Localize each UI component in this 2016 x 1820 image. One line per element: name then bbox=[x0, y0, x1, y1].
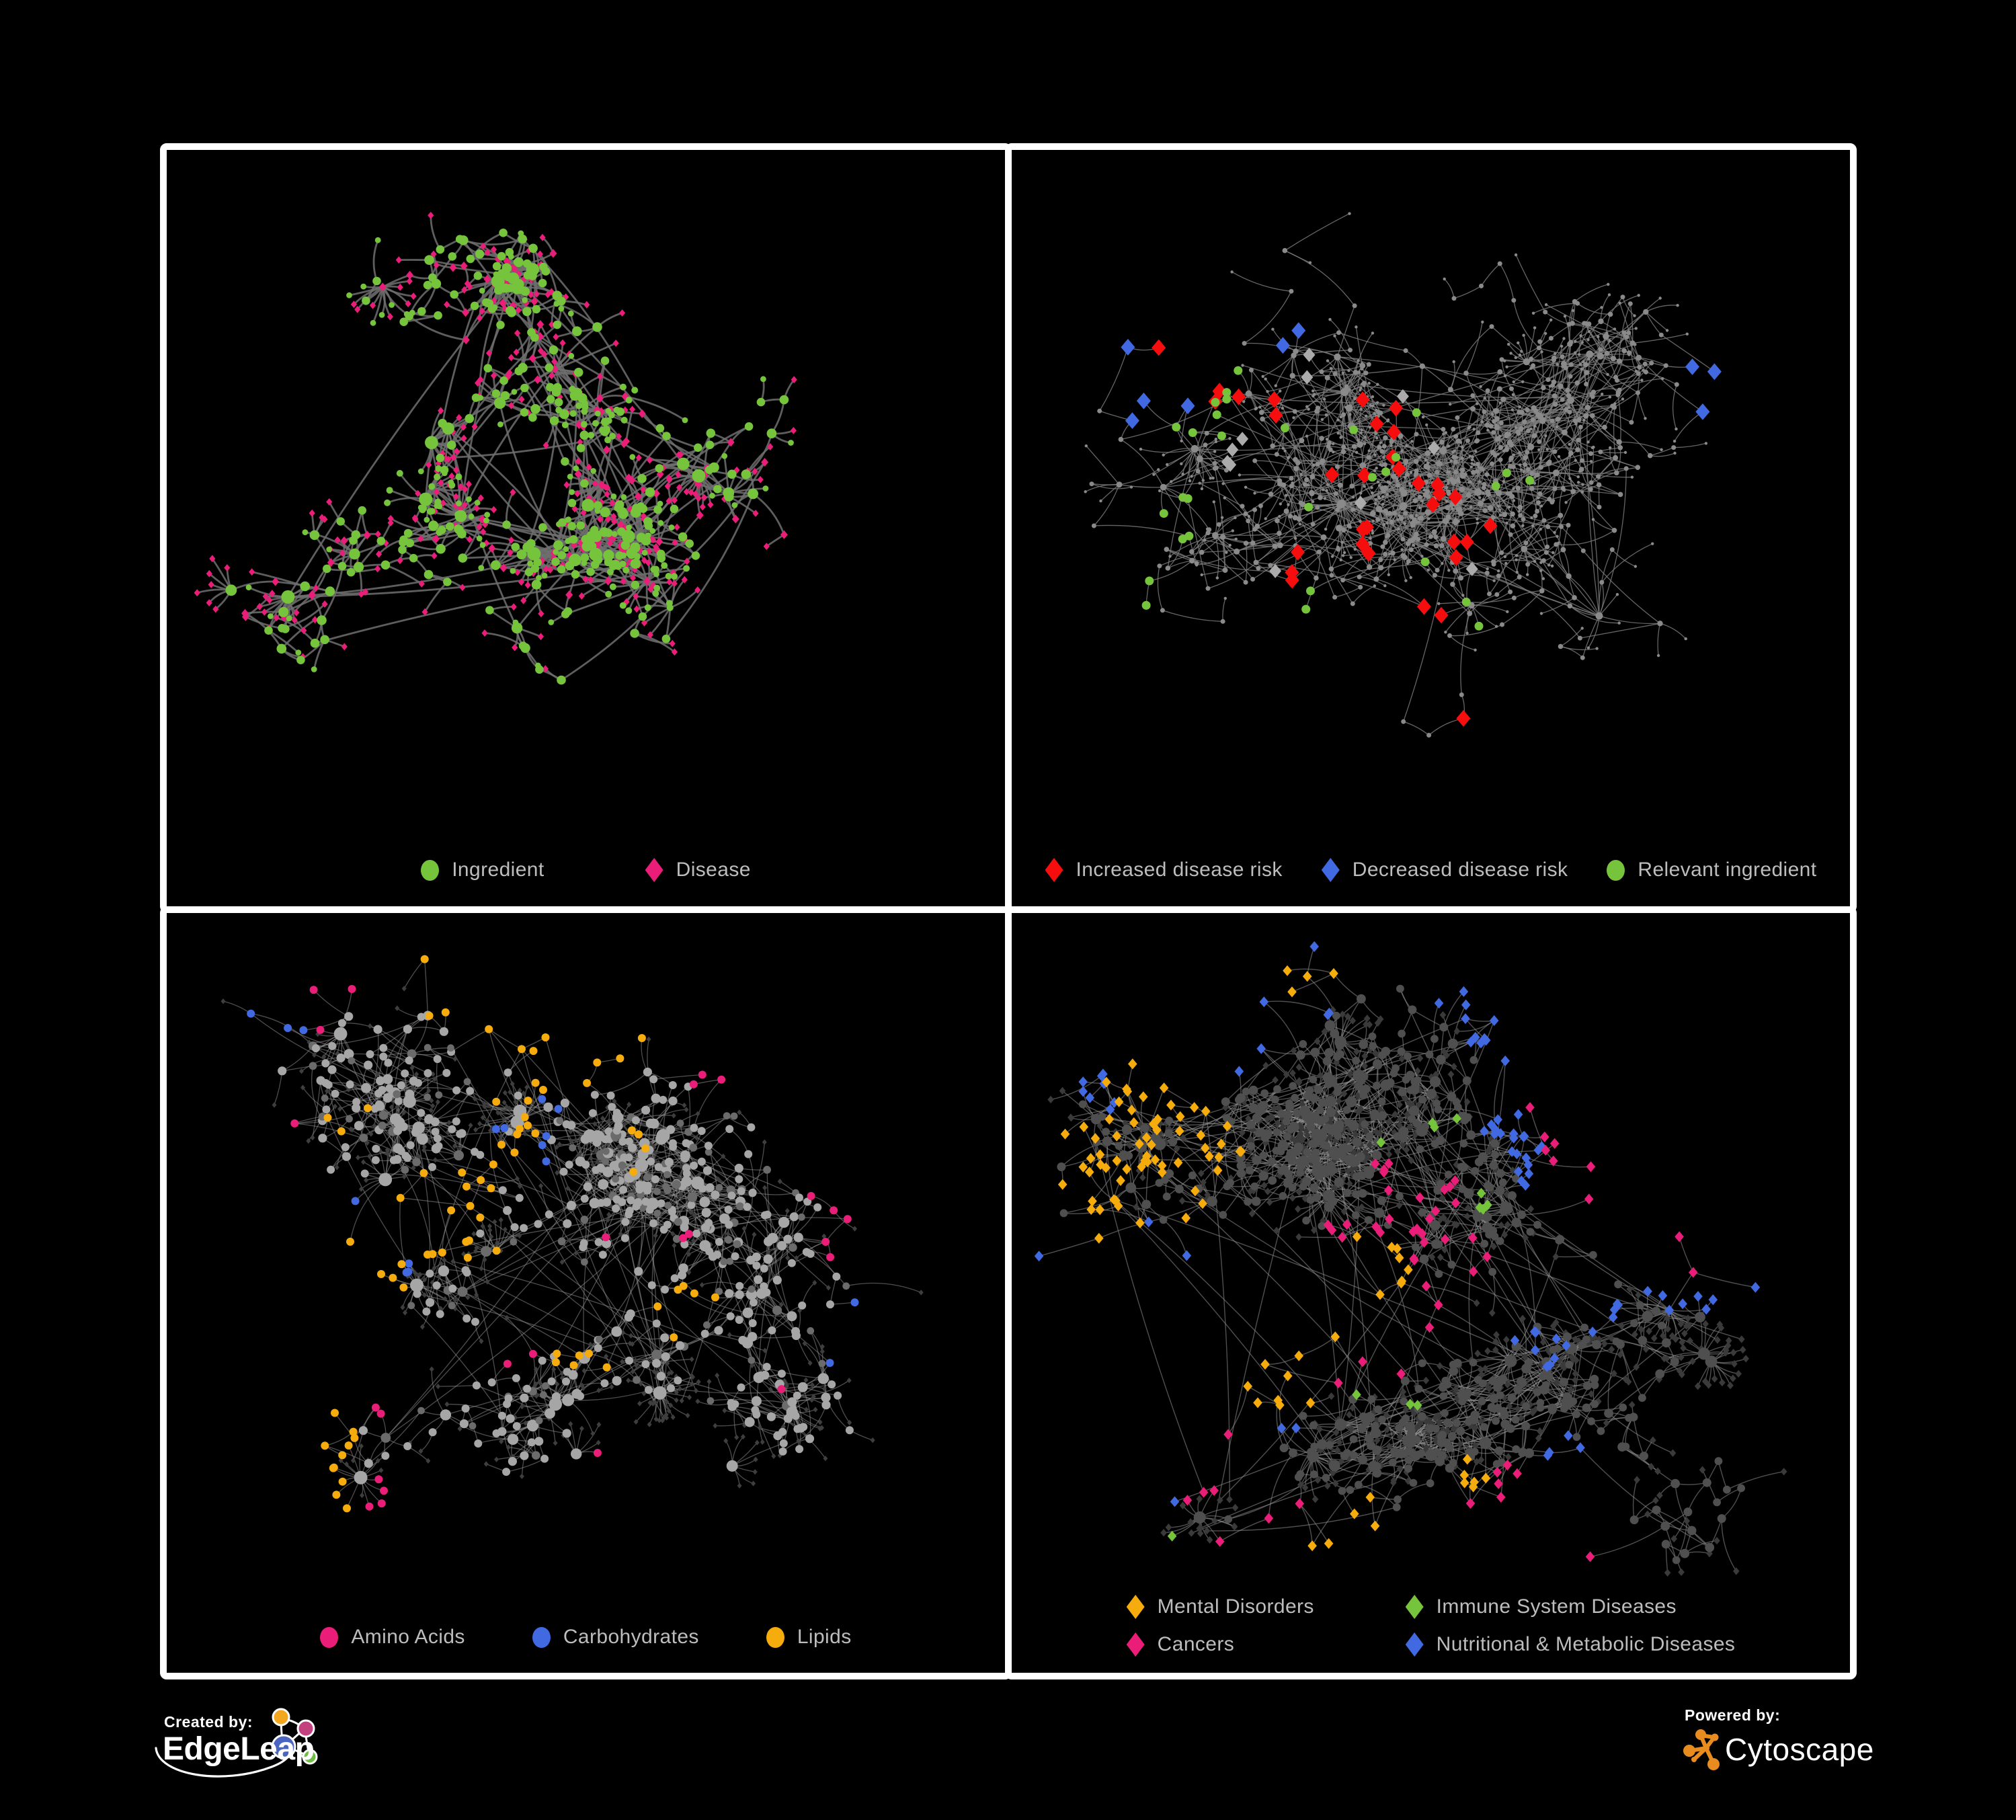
legend-label: Mental Disorders bbox=[1157, 1595, 1314, 1618]
circle-marker-icon bbox=[766, 1626, 784, 1648]
network-canvas bbox=[194, 211, 797, 685]
legend-item: Immune System Diseases bbox=[1405, 1595, 1736, 1619]
legend: Mental Disorders Immune System Diseases … bbox=[1012, 1595, 1850, 1657]
legend-label: Increased disease risk bbox=[1076, 859, 1283, 881]
diamond-marker-icon bbox=[1045, 858, 1063, 882]
legend-item: Increased disease risk bbox=[1045, 858, 1283, 882]
diamond-marker-icon bbox=[1405, 1595, 1424, 1619]
diamond-marker-icon bbox=[1126, 1595, 1145, 1619]
legend-item: Disease bbox=[645, 858, 751, 882]
diamond-marker-icon bbox=[1126, 1632, 1145, 1657]
network-canvas bbox=[1084, 212, 1722, 738]
legend: Ingredient Disease bbox=[167, 858, 1005, 882]
panel-nutrient-class: Amino Acids Carbohydrates Lipids bbox=[160, 906, 1012, 1679]
legend-label: Lipids bbox=[797, 1626, 852, 1648]
diamond-marker-icon bbox=[1321, 858, 1340, 882]
panel-ingredient-disease: Ingredient Disease bbox=[160, 143, 1012, 913]
legend-label: Ingredient bbox=[452, 859, 545, 881]
edgeleap-wordmark: EdgeLeap bbox=[163, 1731, 315, 1767]
circle-marker-icon bbox=[532, 1626, 551, 1648]
panel-disease-risk: Increased disease risk Decreased disease… bbox=[1005, 143, 1857, 913]
network-canvas bbox=[1034, 941, 1787, 1577]
legend-label: Nutritional & Metabolic Diseases bbox=[1436, 1633, 1736, 1655]
cytoscape-logo-icon bbox=[1683, 1729, 1720, 1770]
legend-label: Immune System Diseases bbox=[1436, 1595, 1677, 1618]
cytoscape-credit: Powered by: bbox=[1683, 1706, 1885, 1787]
legend-item: Relevant ingredient bbox=[1607, 859, 1816, 881]
legend-label: Amino Acids bbox=[351, 1626, 465, 1648]
legend-label: Cancers bbox=[1157, 1633, 1235, 1655]
legend-item: Carbohydrates bbox=[532, 1626, 699, 1649]
legend-item: Cancers bbox=[1126, 1632, 1392, 1657]
circle-marker-icon bbox=[1607, 859, 1625, 881]
diamond-marker-icon bbox=[1405, 1632, 1424, 1657]
edgeleap-credit: Created by: EdgeLeap bbox=[149, 1706, 351, 1817]
network-canvas bbox=[220, 955, 924, 1513]
panel-disease-class: Mental Disorders Immune System Diseases … bbox=[1005, 906, 1857, 1679]
powered-by-label: Powered by: bbox=[1685, 1706, 1781, 1724]
legend-label: Carbohydrates bbox=[563, 1626, 699, 1648]
legend: Increased disease risk Decreased disease… bbox=[1012, 858, 1850, 882]
legend-label: Disease bbox=[676, 859, 751, 881]
circle-marker-icon bbox=[421, 859, 440, 881]
legend-item: Mental Disorders bbox=[1126, 1595, 1392, 1619]
legend-item: Amino Acids bbox=[320, 1626, 465, 1649]
legend-item: Decreased disease risk bbox=[1321, 858, 1568, 882]
diamond-marker-icon bbox=[645, 858, 663, 882]
edgeleap-logo-icon bbox=[155, 1708, 318, 1778]
legend-item: Ingredient bbox=[421, 859, 544, 881]
cytoscape-wordmark: Cytoscape bbox=[1725, 1732, 1874, 1767]
circle-marker-icon bbox=[320, 1626, 339, 1648]
legend-label: Decreased disease risk bbox=[1352, 859, 1568, 881]
legend-item: Lipids bbox=[766, 1626, 852, 1649]
legend-label: Relevant ingredient bbox=[1638, 859, 1817, 881]
legend-item: Nutritional & Metabolic Diseases bbox=[1405, 1632, 1736, 1657]
legend: Amino Acids Carbohydrates Lipids bbox=[167, 1626, 1005, 1649]
created-by-label: Created by: bbox=[164, 1713, 253, 1731]
